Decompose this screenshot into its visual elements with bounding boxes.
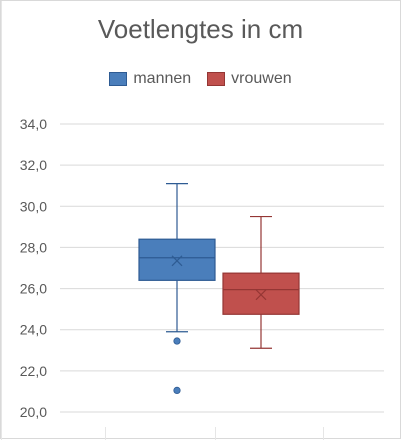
y-tick-label: 30,0 <box>20 198 47 214</box>
legend-item-vrouwen: vrouwen <box>207 70 292 88</box>
y-tick-label: 24,0 <box>20 322 47 338</box>
box-mannen <box>138 183 216 394</box>
legend-label-mannen: mannen <box>133 70 192 87</box>
sheet-gridline <box>105 427 106 440</box>
box-iqr <box>222 272 300 315</box>
legend-item-mannen: mannen <box>109 70 191 88</box>
y-axis-ticks: 20,0 22,0 24,0 26,0 28,0 30,0 32,0 34,0 <box>20 116 47 420</box>
legend-label-vrouwen: vrouwen <box>231 70 292 87</box>
gridlines <box>60 123 384 413</box>
sheet-gridline <box>1 1 2 440</box>
outlier-point <box>173 337 181 345</box>
boxplots <box>138 183 300 394</box>
y-tick-label: 20,0 <box>20 404 47 420</box>
y-tick-label: 22,0 <box>20 363 47 379</box>
mean-marker <box>171 255 183 267</box>
y-tick-label: 34,0 <box>20 116 47 132</box>
legend: mannen vrouwen <box>0 70 401 88</box>
y-tick-label: 26,0 <box>20 281 47 297</box>
box-iqr <box>138 238 216 281</box>
legend-swatch-vrouwen <box>207 72 226 86</box>
sheet-gridline <box>323 427 324 440</box>
box-vrouwen <box>222 215 300 349</box>
outlier-point <box>173 386 181 394</box>
sheet-gridline <box>215 427 216 440</box>
y-tick-label: 28,0 <box>20 239 47 255</box>
legend-swatch-mannen <box>109 72 128 86</box>
y-tick-label: 32,0 <box>20 157 47 173</box>
mean-marker <box>255 289 267 301</box>
chart-title: Voetlengtes in cm <box>97 14 304 44</box>
